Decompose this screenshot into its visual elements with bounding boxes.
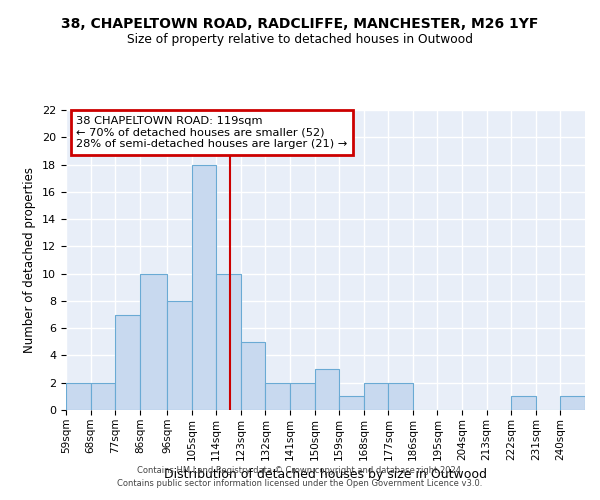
Bar (339, 396, 364, 410)
Bar (511, 396, 536, 410)
Bar (66, 382, 91, 410)
Bar (140, 274, 167, 410)
Text: 38, CHAPELTOWN ROAD, RADCLIFFE, MANCHESTER, M26 1YF: 38, CHAPELTOWN ROAD, RADCLIFFE, MANCHEST… (61, 18, 539, 32)
X-axis label: Distribution of detached houses by size in Outwood: Distribution of detached houses by size … (164, 468, 487, 481)
Bar (364, 382, 388, 410)
Bar (265, 382, 290, 410)
Text: Contains HM Land Registry data © Crown copyright and database right 2024.
Contai: Contains HM Land Registry data © Crown c… (118, 466, 482, 487)
Bar (167, 301, 191, 410)
Bar (91, 382, 115, 410)
Bar (191, 164, 216, 410)
Bar (115, 314, 140, 410)
Text: Size of property relative to detached houses in Outwood: Size of property relative to detached ho… (127, 32, 473, 46)
Text: 38 CHAPELTOWN ROAD: 119sqm
← 70% of detached houses are smaller (52)
28% of semi: 38 CHAPELTOWN ROAD: 119sqm ← 70% of deta… (76, 116, 347, 149)
Bar (314, 369, 339, 410)
Bar (388, 382, 413, 410)
Bar (290, 382, 314, 410)
Bar (216, 274, 241, 410)
Bar (560, 396, 585, 410)
Y-axis label: Number of detached properties: Number of detached properties (23, 167, 37, 353)
Bar (241, 342, 265, 410)
